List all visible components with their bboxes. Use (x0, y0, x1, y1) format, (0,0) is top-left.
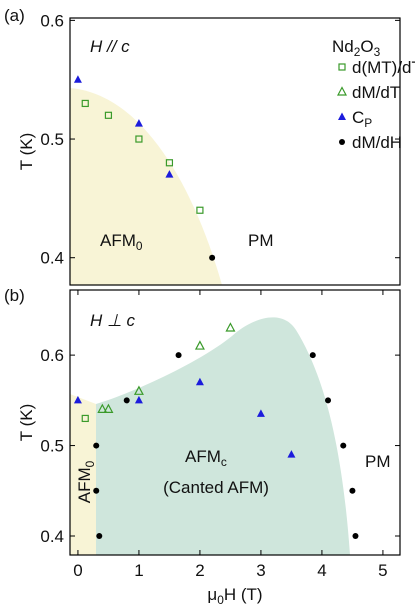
circle-marker (93, 442, 100, 449)
circle-marker (325, 397, 332, 404)
annotation-part: 3 (374, 45, 381, 59)
triangle-marker (165, 170, 174, 178)
open-triangle-marker (97, 403, 108, 413)
annotation-part: H // c (90, 37, 130, 56)
circle-marker (309, 352, 316, 359)
open-triangle-marker (103, 403, 114, 413)
y-tick-label: 0.6 (40, 11, 64, 30)
y-tick-label: 0.4 (40, 249, 64, 268)
plot-frame (69, 289, 401, 556)
annotation-part: AFM (185, 447, 221, 466)
y-tick-label: 0.5 (40, 130, 64, 149)
legend-label-part: dM/dT (352, 83, 400, 102)
open-triangle-marker (225, 322, 236, 332)
circle-marker (352, 533, 359, 540)
annotation: (a) (4, 6, 25, 25)
annotation: AFM0 (75, 460, 97, 503)
afmc-region (96, 317, 350, 555)
circle-marker (175, 352, 182, 359)
annotation-part: H ⊥ c (90, 311, 136, 330)
annotation: H ⊥ c (90, 311, 136, 330)
y-tick-label: 0.5 (40, 437, 64, 456)
square-marker (81, 414, 89, 423)
legend-label-part: d(MT)/dT (352, 58, 415, 77)
circle-marker (96, 533, 103, 540)
square-marker (196, 206, 204, 214)
annotation: AFMc (185, 447, 227, 469)
x-axis-label-part: 0 (217, 593, 224, 607)
annotation-part: AFM (100, 231, 136, 250)
circle-marker (123, 397, 130, 404)
x-axis-label-part: μ (207, 585, 217, 604)
legend-label: dM/dT (352, 83, 400, 102)
annotation-part: PM (365, 452, 391, 471)
annotation: AFM0 (100, 231, 143, 253)
square-marker (135, 135, 143, 143)
square-marker (104, 111, 113, 119)
circle-marker (209, 254, 216, 261)
x-tick-label: 4 (317, 561, 326, 580)
triangle-marker (134, 119, 143, 127)
x-tick-label: 5 (378, 561, 387, 580)
square-marker (338, 63, 346, 71)
legend-label: dM/dH (352, 133, 402, 152)
annotation-part: 0 (136, 239, 143, 253)
x-tick-label: 0 (73, 561, 82, 580)
legend-label-part: P (364, 116, 372, 130)
y-axis-label: T (K) (17, 133, 36, 170)
open-triangle-marker (337, 86, 347, 96)
open-triangle-marker (133, 385, 144, 395)
legend-label-part: dM/dH (352, 133, 402, 152)
afm0-region (70, 88, 222, 285)
legend-label-part: C (352, 108, 364, 127)
annotation: (Canted AFM) (163, 478, 269, 497)
square-marker (81, 99, 89, 108)
triangle-marker (73, 395, 82, 404)
y-tick-label: 0.4 (40, 527, 64, 546)
annotation-part: (a) (4, 6, 25, 25)
x-tick-label: 2 (195, 561, 204, 580)
legend-label: CP (352, 108, 372, 130)
triangle-marker (256, 409, 265, 417)
circle-marker (349, 487, 356, 494)
circle-marker (93, 487, 100, 494)
annotation-part: (b) (4, 286, 25, 305)
annotation: PM (248, 231, 274, 250)
triangle-marker (287, 450, 296, 458)
annotation-part: O (360, 37, 373, 56)
annotation-part: 2 (354, 45, 361, 59)
annotation: Nd2O3 (332, 37, 381, 59)
annotation-part: Nd (332, 37, 354, 56)
x-tick-label: 3 (256, 561, 265, 580)
triangle-marker (134, 395, 143, 404)
annotation: H // c (90, 37, 130, 56)
annotation: (b) (4, 286, 25, 305)
annotation-part: PM (248, 231, 274, 250)
annotation-part: c (221, 455, 227, 469)
annotation-part: (Canted AFM) (163, 478, 269, 497)
open-triangle-marker (194, 340, 205, 350)
circle-marker (339, 139, 345, 145)
x-tick-label: 1 (134, 561, 143, 580)
triangle-marker (73, 75, 82, 83)
triangle-marker (195, 377, 204, 386)
legend-label: d(MT)/dT (352, 58, 415, 77)
y-tick-label: 0.6 (40, 346, 64, 365)
plot-frame (69, 17, 401, 286)
y-axis-label: T (K) (17, 404, 36, 441)
x-axis-label-part: H (T) (224, 585, 263, 604)
afm0-region (70, 394, 96, 555)
annotation: PM (365, 452, 391, 471)
square-marker (165, 159, 174, 167)
annotation-part: 0 (83, 460, 97, 467)
triangle-marker (338, 112, 346, 120)
annotation-part: AFM (75, 467, 94, 503)
x-axis-label: μ0H (T) (207, 585, 262, 607)
circle-marker (340, 442, 347, 449)
